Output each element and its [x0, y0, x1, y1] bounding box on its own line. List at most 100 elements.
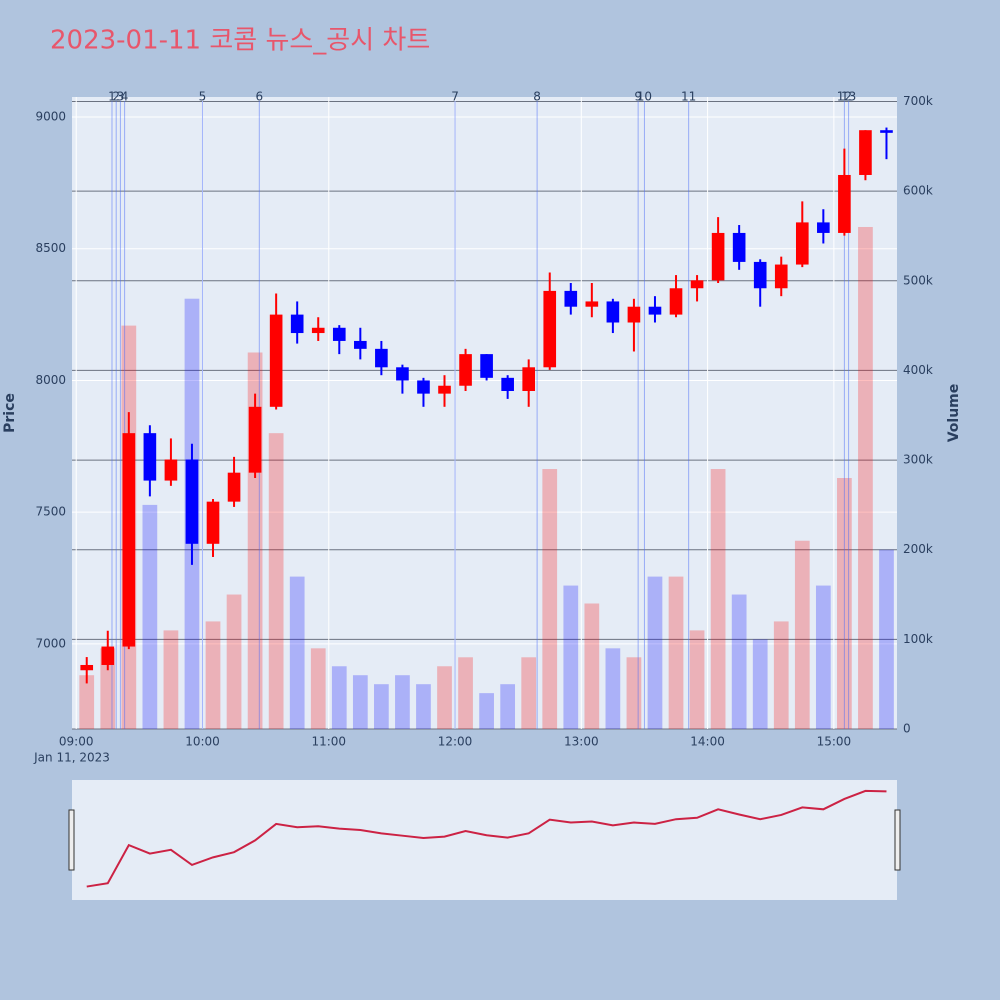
volume-bar [268, 433, 284, 729]
volume-bar [437, 666, 452, 729]
candle-body [817, 222, 830, 233]
news-label: 10 [637, 90, 652, 104]
candle-body [375, 348, 388, 368]
volume-bar [794, 540, 810, 729]
candle-body [522, 367, 536, 392]
candle-body [859, 130, 872, 175]
candle-body [774, 264, 788, 289]
y2-tick-label: 700k [903, 94, 933, 108]
volume-bar [626, 657, 642, 729]
volume-bar [710, 469, 726, 729]
candle-body [164, 459, 178, 481]
slider-line [86, 789, 887, 888]
x-tick-label: 13:00 [564, 735, 599, 749]
volume-bar [163, 630, 179, 729]
slider-handle[interactable] [894, 809, 901, 871]
slider-handle[interactable] [68, 809, 75, 871]
candle-body [648, 306, 662, 315]
candle-body [753, 261, 767, 289]
x-tick-label: 12:00 [438, 735, 473, 749]
x-date-label: Jan 11, 2023 [33, 751, 110, 765]
candle-body [143, 433, 157, 481]
candle-body [838, 174, 851, 233]
volume-bar [100, 648, 116, 729]
y-tick-label: 7500 [35, 505, 66, 519]
candle-body [669, 288, 683, 315]
news-label: 7 [451, 90, 459, 104]
volume-bar [879, 549, 894, 729]
volume-bar [79, 675, 95, 729]
news-label: 6 [255, 90, 263, 104]
candle-body [290, 314, 304, 334]
news-label: 5 [199, 90, 207, 104]
candle-body [438, 385, 451, 394]
candle-body [732, 232, 746, 262]
candle-body [585, 301, 599, 307]
candle-body [122, 433, 136, 647]
volume-bar [731, 594, 747, 729]
y-tick-label: 9000 [35, 110, 66, 124]
candle-body [206, 501, 220, 544]
x-tick-label: 14:00 [690, 735, 725, 749]
range-slider[interactable] [72, 780, 897, 900]
news-label: 11 [681, 90, 696, 104]
volume-bar [226, 594, 242, 729]
plot-area [72, 97, 897, 729]
y2-tick-label: 500k [903, 273, 933, 287]
candle-body [564, 290, 578, 307]
candle-body [711, 232, 725, 281]
candle-body [354, 340, 367, 349]
news-label: 4 [121, 90, 129, 104]
candle-body [248, 406, 262, 473]
chart-title: 2023-01-11 코콤 뉴스_공시 차트 [50, 26, 430, 56]
volume-bar [542, 469, 558, 729]
news-label: 8 [533, 90, 541, 104]
volume-bar [858, 226, 873, 729]
news-label: 3 [117, 90, 125, 104]
y2-axis-title: Volume [946, 384, 962, 443]
volume-bar [521, 657, 537, 729]
x-tick-label: 15:00 [817, 735, 852, 749]
volume-bar [500, 684, 516, 729]
candle-body [269, 314, 283, 407]
candle-body [459, 354, 472, 386]
candle-body [185, 459, 199, 544]
news-label: 12 [837, 90, 852, 104]
candle-body [795, 222, 809, 265]
y-tick-label: 8500 [35, 241, 66, 255]
candle-body [332, 327, 346, 341]
volume-bar [584, 603, 600, 729]
news-label: 13 [841, 90, 856, 104]
volume-bar [395, 675, 410, 729]
volume-bar [458, 657, 473, 729]
candle-body [543, 290, 557, 368]
volume-bar [647, 576, 663, 729]
candle-body [690, 280, 704, 289]
volume-bar [773, 621, 789, 729]
volume-bar [289, 576, 305, 729]
x-tick-label: 09:00 [59, 735, 94, 749]
volume-bar [352, 675, 368, 729]
candle-body [880, 130, 893, 133]
candle-body [606, 301, 620, 323]
y-tick-label: 8000 [35, 373, 66, 387]
volume-bar [479, 693, 494, 729]
y2-tick-label: 100k [903, 632, 933, 646]
volume-bar [142, 504, 158, 729]
y2-tick-label: 200k [903, 542, 933, 556]
news-label: 2 [112, 90, 120, 104]
y-tick-label: 7000 [35, 636, 66, 650]
candle-body [80, 664, 94, 671]
volume-bar [689, 630, 705, 729]
candle-body [480, 354, 493, 378]
y2-tick-label: 300k [903, 453, 933, 467]
volume-bar [563, 585, 579, 729]
candle-body [417, 380, 430, 394]
candle-body [396, 367, 409, 381]
y2-tick-label: 600k [903, 184, 933, 198]
plot-layer: 0 100k 200k 300k 400k 500k 600k 700k 7000 7500 800… [35, 90, 933, 888]
candle-body [227, 472, 241, 502]
x-tick-label: 11:00 [311, 735, 346, 749]
candle-body [101, 646, 115, 665]
